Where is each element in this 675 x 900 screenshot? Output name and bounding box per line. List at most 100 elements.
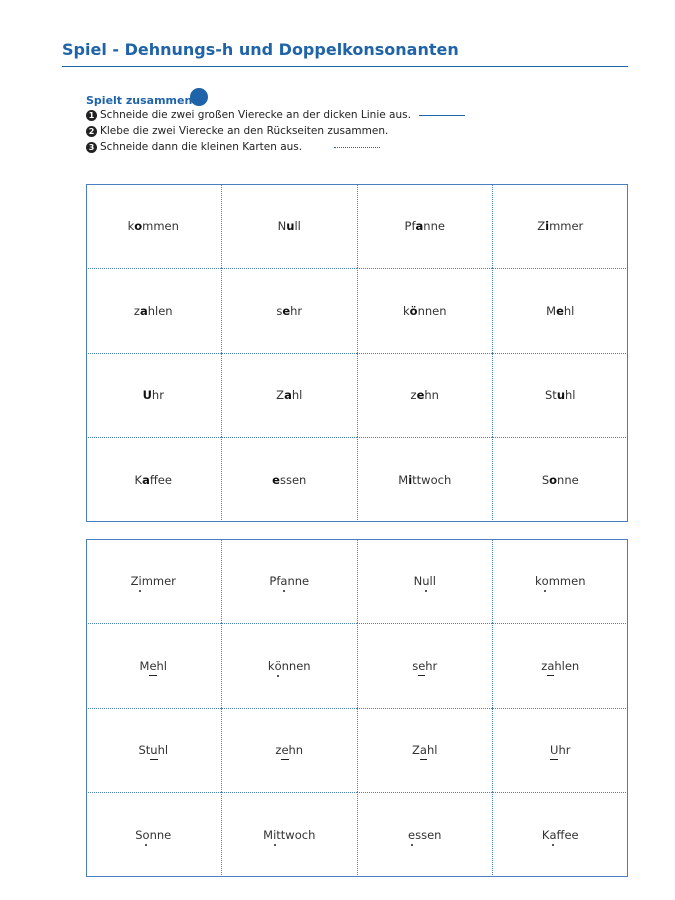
card-vowel: e (418, 658, 426, 676)
card-text: hl (426, 743, 438, 758)
icon (190, 88, 208, 106)
card-vowel: a (549, 827, 557, 846)
card-vowel: o (142, 827, 150, 846)
card-vowel: e (408, 827, 416, 846)
card: s e hr (356, 623, 492, 708)
card: k ö nnen (221, 623, 357, 708)
card-text: St (545, 388, 557, 403)
card-text: S (135, 827, 143, 842)
card-text: hn (424, 388, 439, 403)
card-vowel: U (550, 743, 559, 761)
card: z e hn (221, 707, 357, 792)
card: z e hn (356, 352, 492, 437)
card-text: mmer (549, 218, 584, 233)
card-text: ll (294, 218, 301, 233)
card-vowel: a (415, 218, 424, 233)
step: 2 Klebe die zwei Vierecke an den Rückseit… (86, 125, 388, 137)
card-text: s (276, 303, 283, 318)
card-vowel: u (556, 388, 565, 403)
card-text: M (398, 472, 409, 487)
card-text: hr (558, 743, 571, 758)
card-text: nne (423, 218, 445, 233)
card-text: ssen (279, 472, 307, 487)
card-vowel: u (286, 218, 295, 233)
card-text: mmen (548, 573, 586, 588)
card-text: Z (130, 573, 139, 588)
card-text: ttwoch (276, 827, 316, 842)
title-rule (62, 66, 628, 67)
card-text: k (127, 218, 135, 233)
card-text: z (410, 388, 417, 403)
card-text: K (134, 472, 143, 487)
card-text: nnen (417, 303, 447, 318)
card-vowel: a (139, 303, 148, 318)
step-number: 3 (86, 141, 97, 153)
card-vowel: a (419, 743, 428, 761)
card-vowel: o (134, 218, 143, 233)
card-text: ffee (149, 472, 172, 487)
card-text: hlen (147, 303, 173, 318)
card-text: Z (412, 743, 420, 758)
card-vowel: ö (274, 658, 282, 677)
card-text: K (541, 827, 550, 842)
card-vowel: e (282, 303, 291, 318)
step-text: Schneide die zwei großen Vierecke an der… (100, 109, 411, 121)
card: St u hl (85, 707, 221, 793)
card-vowel: a (284, 388, 292, 403)
card-text: St (138, 743, 151, 758)
card-text: nne (149, 827, 172, 842)
card-text: hl (565, 388, 576, 403)
card-vowel: u (150, 743, 158, 761)
solid-line-sample (418, 114, 465, 116)
card-text: k (402, 303, 410, 318)
step-text: Klebe die zwei Vierecke an den Rückseite… (100, 125, 389, 137)
card-vowel: i (273, 827, 277, 846)
card-text: mmen (142, 218, 179, 233)
card: z a hlen (85, 268, 221, 353)
card-text: hlen (554, 658, 580, 673)
card: k o mmen (86, 184, 222, 269)
card-text: Z (537, 218, 546, 233)
card-text: hl (157, 743, 169, 758)
card-text: S (541, 472, 550, 487)
step-number: 1 (86, 109, 97, 121)
card-text: nne (557, 472, 579, 487)
card-text: hr (290, 303, 303, 318)
card-text: k (535, 573, 542, 588)
card-text: M (263, 827, 274, 842)
card-vowel: o (549, 472, 558, 487)
card-text: ffee (556, 827, 579, 842)
card-text: ssen (415, 827, 442, 842)
card: k o mmen (492, 538, 628, 623)
card-text: Pf (404, 218, 416, 233)
card-text: hr (425, 658, 438, 673)
card-vowel: a (280, 573, 288, 592)
card-text: k (267, 658, 275, 673)
card-vowel: i (545, 218, 550, 233)
card-text: s (412, 658, 419, 673)
card: k ö nnen (356, 268, 492, 353)
card-text: Pf (269, 573, 281, 588)
card-vowel: e (556, 303, 564, 318)
step-number: 2 (86, 125, 97, 137)
card-text: N (277, 218, 287, 233)
card: Pf a nne (356, 183, 493, 268)
card-text: mmer (141, 573, 176, 588)
card-text: z (541, 658, 548, 673)
card-text: M (139, 658, 150, 673)
instructions-heading: Spielt zusammen. (86, 94, 197, 107)
